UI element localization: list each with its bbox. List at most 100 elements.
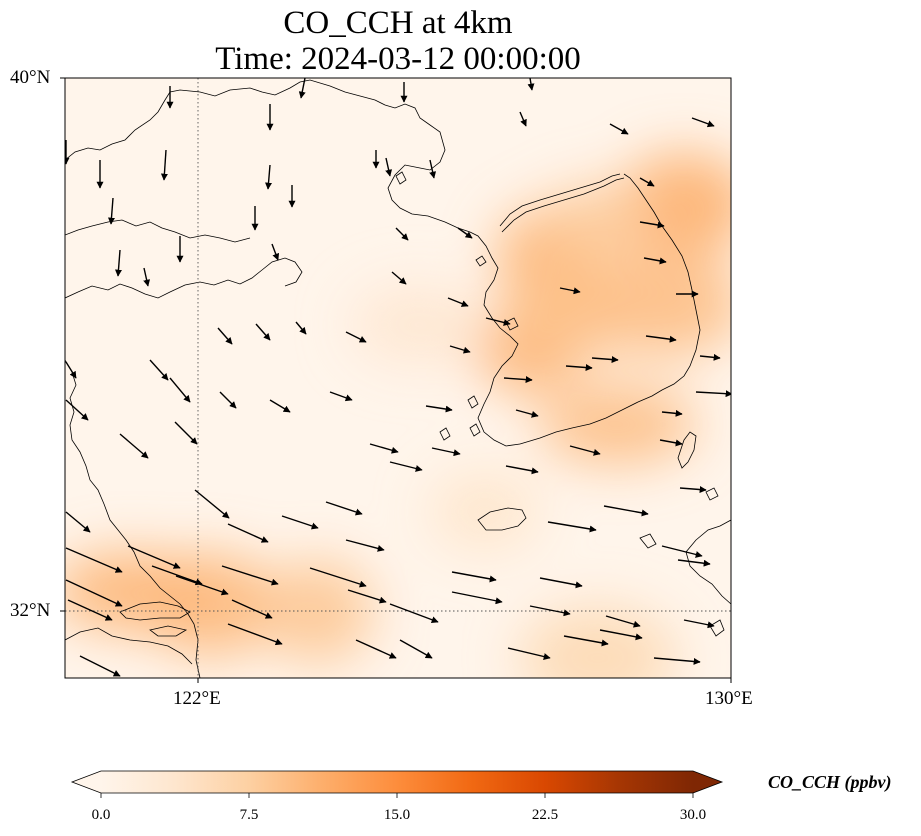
wind-vector — [389, 603, 439, 624]
korea-border — [499, 173, 621, 227]
wind-vector — [677, 559, 711, 567]
island-estuary-2 — [149, 625, 188, 637]
coastline-korea-south — [519, 173, 701, 445]
korea-border-2 — [501, 177, 625, 233]
island-west-3 — [469, 423, 481, 437]
wind-vector — [519, 111, 527, 127]
map-plot-area — [65, 78, 731, 678]
wind-vector — [65, 511, 91, 533]
wind-vector — [527, 78, 535, 91]
wind-vector — [447, 297, 469, 307]
colorbar-tick-4: 30.0 — [679, 807, 707, 823]
wind-vector — [485, 317, 511, 326]
wind-vector — [539, 577, 583, 589]
colorbar-tick-1: 7.5 — [239, 807, 259, 823]
wind-vector — [149, 359, 169, 381]
wind-vectors — [65, 78, 731, 677]
wind-vector — [639, 177, 655, 187]
wind-vector — [451, 571, 497, 583]
island-west-2 — [467, 395, 479, 409]
wind-vector — [645, 335, 677, 343]
wind-vector — [389, 461, 423, 472]
colorbar-tick-2: 15.0 — [383, 807, 411, 823]
wind-vector — [119, 433, 149, 459]
wind-vector — [255, 323, 271, 341]
wind-vector — [65, 399, 89, 421]
wind-vector — [505, 465, 539, 475]
colorbar-extend-max — [693, 771, 722, 793]
wind-vector — [127, 545, 181, 569]
wind-vector — [399, 639, 433, 659]
co-hotspot — [542, 184, 653, 265]
co-hotspot — [538, 384, 697, 465]
wind-vector — [425, 405, 453, 413]
coastline-shandong — [65, 219, 251, 243]
co-hotspot — [350, 284, 485, 365]
wind-vector — [529, 605, 571, 617]
coastline-estuary-south — [65, 627, 193, 665]
island-chongming — [119, 601, 191, 621]
island-west-1 — [475, 255, 487, 267]
coastline-shandong-south — [65, 257, 303, 299]
wind-vector — [355, 639, 397, 659]
island-jeju — [477, 507, 527, 531]
wind-vector — [160, 149, 168, 181]
co-hotspot — [429, 471, 540, 552]
wind-vector — [265, 164, 273, 190]
wind-vector — [217, 327, 233, 345]
map-title: CO_CCH at 4km — [283, 5, 513, 41]
wind-vector — [65, 361, 77, 379]
wind-vector — [431, 447, 461, 457]
wind-vector — [661, 409, 683, 417]
wind-vector — [219, 391, 237, 409]
coastline-bohai — [65, 79, 471, 233]
wind-vector — [169, 377, 191, 403]
wind-vector — [547, 521, 597, 533]
wind-vector — [347, 589, 387, 604]
wind-vector — [295, 321, 307, 335]
wind-vector — [565, 364, 593, 372]
wind-vector — [599, 629, 643, 641]
island-goto — [639, 533, 657, 549]
wind-vector — [65, 547, 123, 573]
coastline-korea-west — [469, 231, 521, 447]
wind-vector — [329, 391, 353, 402]
island-yellowsea-1 — [439, 427, 451, 441]
wind-vector — [605, 615, 641, 628]
wind-vector — [591, 356, 619, 364]
wind-vector — [639, 221, 665, 229]
wind-vector — [609, 123, 629, 135]
coastline-kyushu — [685, 519, 731, 605]
wind-vector — [679, 486, 707, 494]
wind-vector — [345, 331, 367, 343]
wind-vector — [175, 575, 229, 596]
island-west-4 — [505, 317, 519, 331]
wind-vector — [603, 505, 649, 517]
wind-vector — [643, 257, 667, 265]
wind-vector — [451, 591, 503, 605]
colorbar-tick-0: 0.0 — [91, 807, 111, 823]
wind-vector — [391, 271, 407, 285]
wind-vector — [65, 579, 123, 607]
wind-vector — [683, 619, 715, 629]
island-goto-2 — [709, 619, 725, 637]
wind-vector — [269, 399, 291, 413]
wind-vector — [695, 390, 731, 398]
co-hotspot — [585, 252, 731, 357]
wind-vector — [298, 78, 306, 99]
wind-vector — [174, 421, 198, 445]
wind-vector — [661, 545, 703, 558]
lon-label-122e: 122°E — [173, 688, 221, 709]
wind-vector — [507, 647, 551, 660]
colorbar-tick-3: 22.5 — [531, 807, 559, 823]
wind-vector — [227, 623, 283, 646]
wind-vector — [143, 267, 151, 287]
wind-vector — [271, 243, 280, 261]
wind-vector — [569, 445, 601, 456]
island-tsushima — [677, 431, 697, 469]
wind-vector — [699, 353, 721, 361]
colorbar-gradient — [101, 771, 693, 793]
wind-vector — [691, 117, 715, 128]
map-time: Time: 2024-03-12 00:00:00 — [215, 41, 581, 77]
colorbar-label: CO_CCH (ppbv) — [768, 772, 892, 792]
